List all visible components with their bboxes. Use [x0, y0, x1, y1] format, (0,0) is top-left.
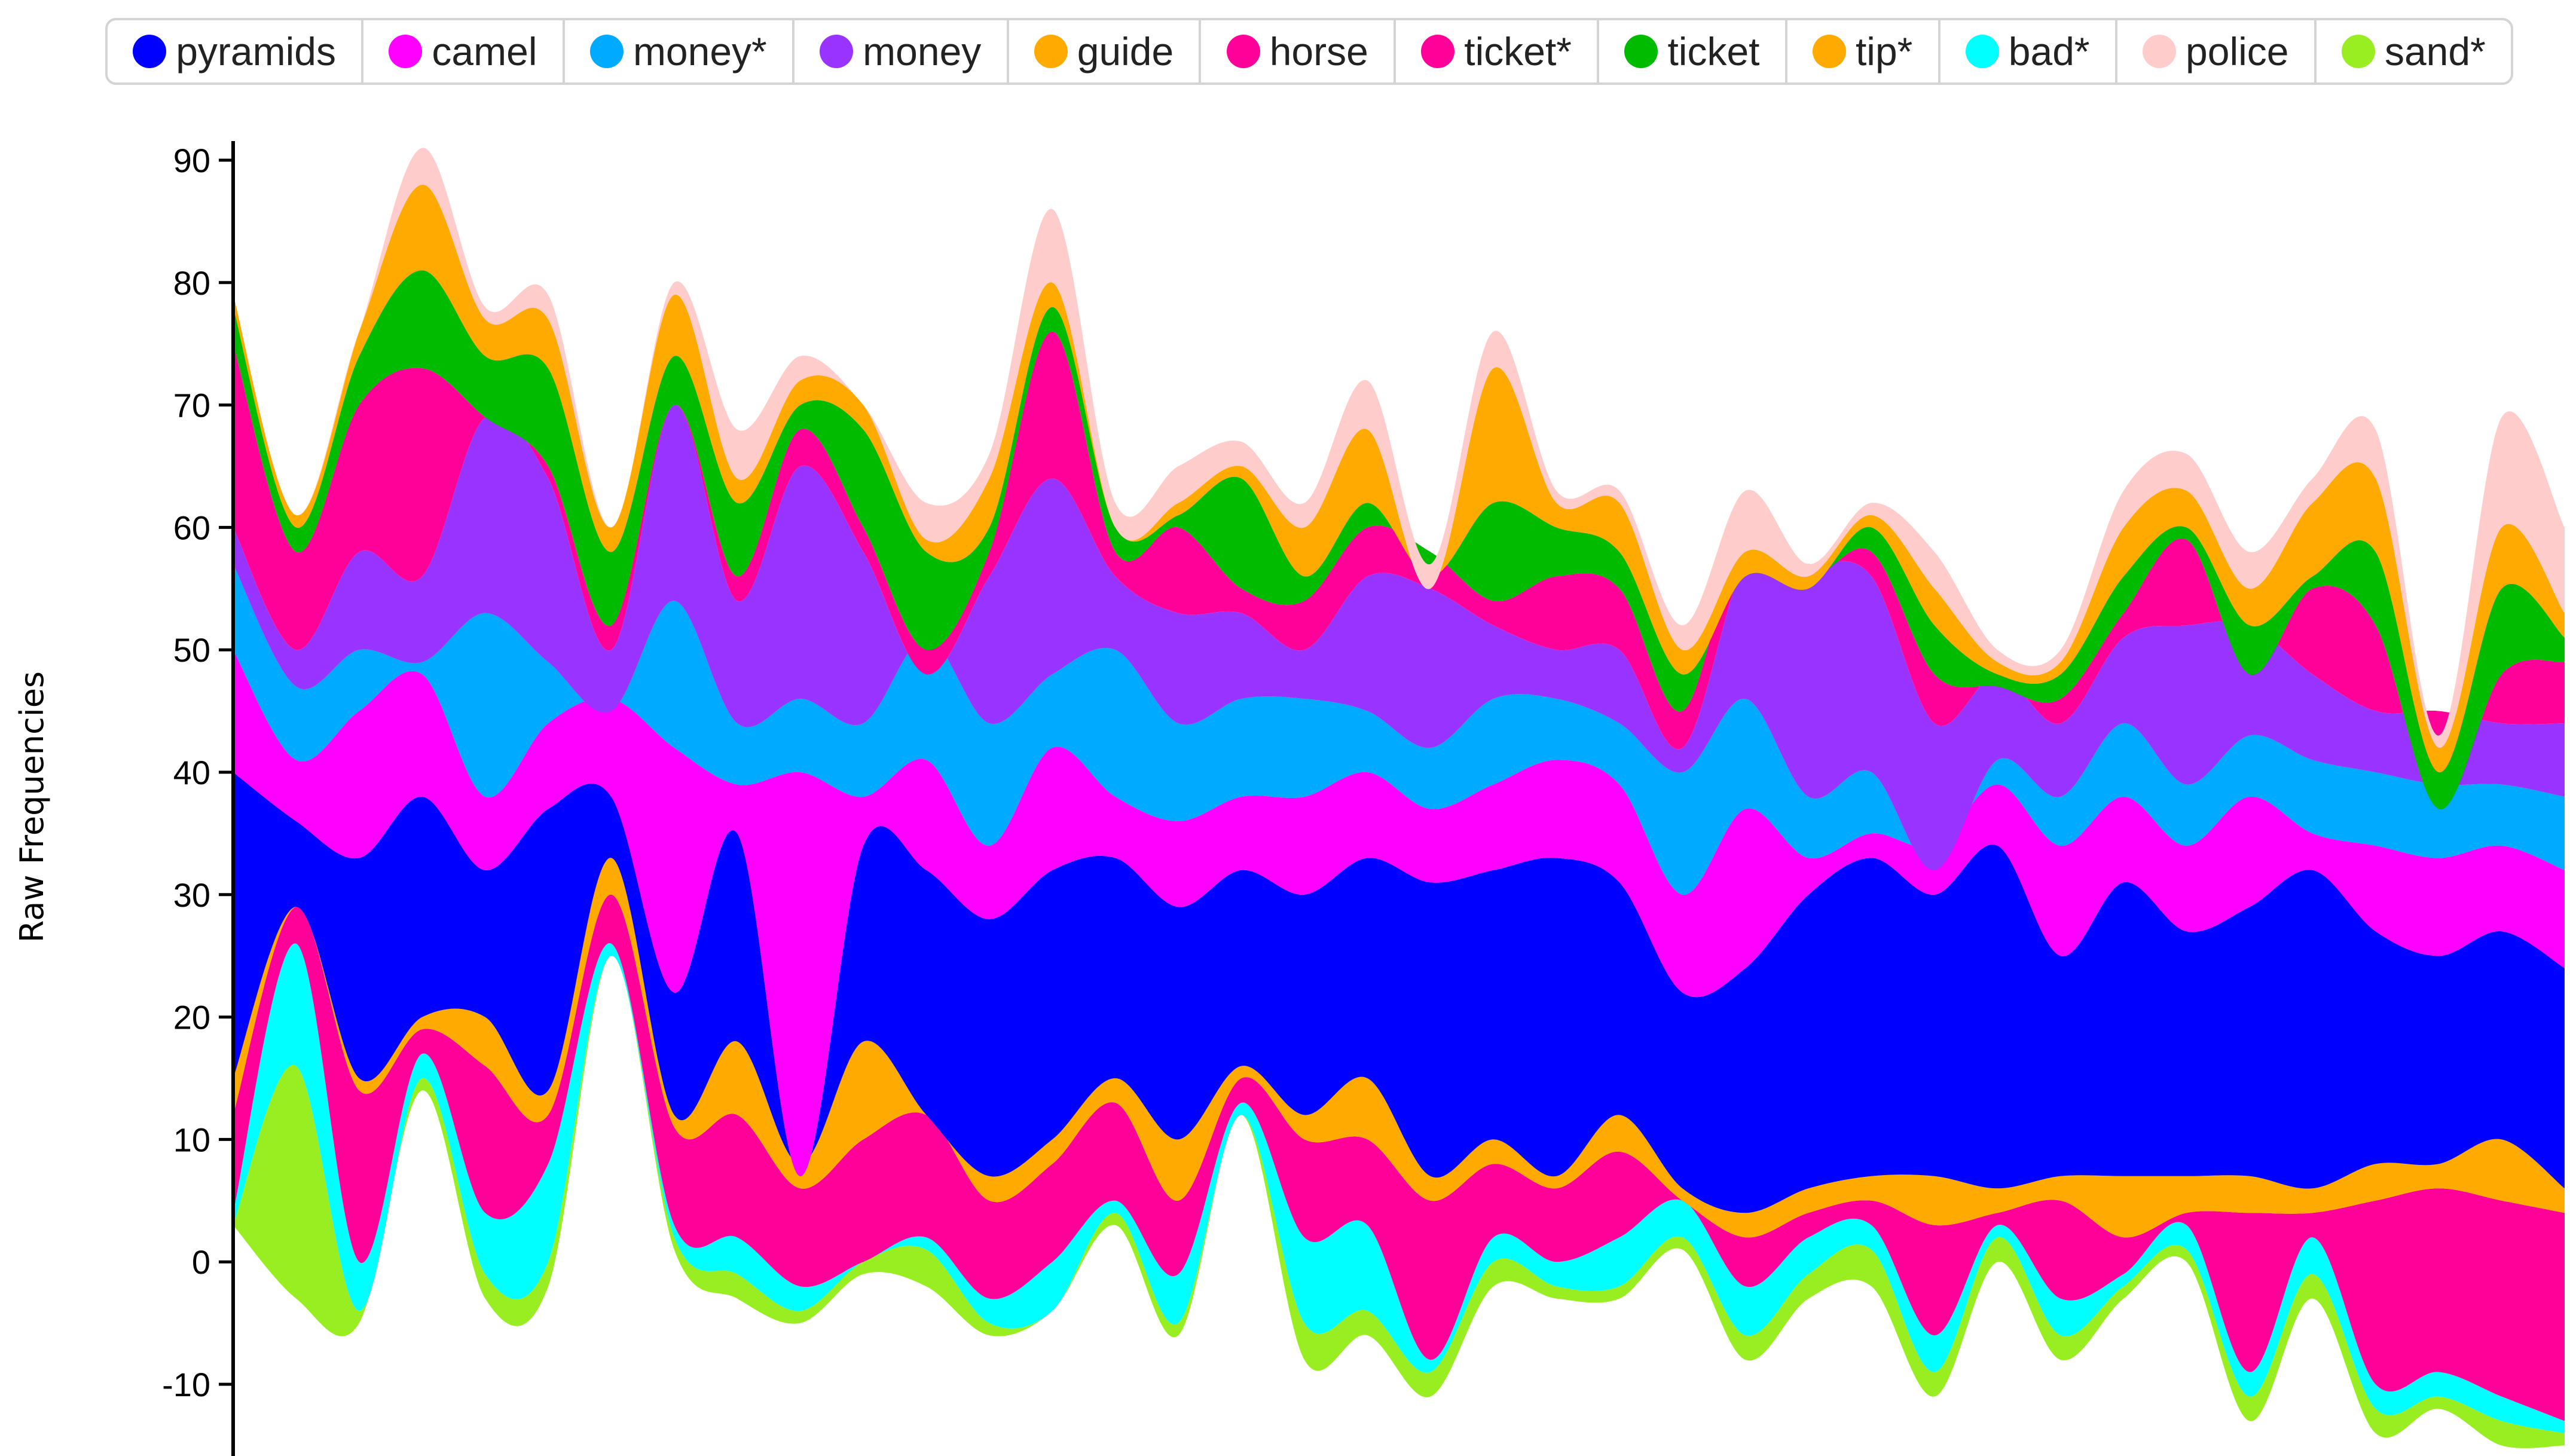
legend-label: guide	[1077, 29, 1174, 74]
y-tick-label: 60	[173, 509, 210, 546]
legend-swatch	[1421, 35, 1455, 68]
stream-layer-pyramids	[233, 772, 2565, 1213]
y-tick-label: 90	[173, 142, 210, 179]
stream-layers	[233, 148, 2565, 1448]
y-tick-label: 30	[173, 876, 210, 914]
legend-swatch	[1226, 35, 1260, 68]
y-tick-label: 80	[173, 264, 210, 302]
legend-label: ticket	[1667, 29, 1760, 74]
stream-layer-money-star	[233, 564, 2565, 895]
legend-swatch	[2341, 35, 2375, 68]
legend-item-money-star[interactable]: money*	[565, 20, 794, 82]
stream-layer-tip-star	[233, 858, 2565, 1238]
legend-item-ticket[interactable]: ticket	[1599, 20, 1787, 82]
legend-label: pyramids	[176, 29, 336, 74]
y-tick-label: 10	[173, 1121, 210, 1158]
legend-swatch	[133, 35, 167, 68]
legend-swatch	[1034, 35, 1068, 68]
legend: pyramids camel money* money guide horse ticket…	[105, 18, 2513, 85]
legend-label: tip*	[1855, 29, 1913, 74]
legend-label: ticket*	[1464, 29, 1572, 74]
legend-item-horse[interactable]: horse	[1201, 20, 1396, 82]
legend-swatch	[389, 35, 423, 68]
y-tick-label: 40	[173, 754, 210, 791]
legend-item-money[interactable]: money	[794, 20, 1009, 82]
legend-item-ticket-star[interactable]: ticket*	[1396, 20, 1600, 82]
legend-item-bad-star[interactable]: bad*	[1941, 20, 2117, 82]
legend-item-tip-star[interactable]: tip*	[1787, 20, 1941, 82]
stream-layer-ticket	[233, 270, 2565, 810]
y-tick-label: 20	[173, 999, 210, 1036]
stream-layer-camel	[233, 650, 2565, 1176]
legend-item-guide[interactable]: guide	[1009, 20, 1202, 82]
y-axis: -10 0 10 20 30 40 50 60 70 80 90	[162, 141, 235, 1456]
stream-layer-money	[233, 405, 2565, 870]
legend-swatch	[820, 35, 854, 68]
stream-layer-sand-star	[233, 956, 2565, 1448]
legend-swatch	[1965, 35, 1999, 68]
stream-layer-horse	[233, 331, 2565, 810]
legend-swatch	[1812, 35, 1846, 68]
legend-item-sand-star[interactable]: sand*	[2317, 20, 2511, 82]
y-tick-label: -10	[162, 1366, 210, 1403]
y-axis-title: Raw Frequencies	[13, 671, 51, 943]
legend-swatch	[2143, 35, 2177, 68]
legend-label: money	[863, 29, 982, 74]
legend-item-police[interactable]: police	[2117, 20, 2317, 82]
legend-swatch	[589, 35, 624, 68]
legend-label: bad*	[2008, 29, 2090, 74]
stream-layer-bad-star	[233, 943, 2565, 1433]
y-tick-label: 50	[173, 631, 210, 669]
legend-label: camel	[432, 29, 537, 74]
y-tick-label: 70	[173, 387, 210, 424]
legend-item-camel[interactable]: camel	[363, 20, 565, 82]
y-tick-label: 0	[192, 1243, 210, 1281]
legend-label: money*	[632, 29, 767, 74]
legend-swatch	[1624, 35, 1658, 68]
legend-item-pyramids[interactable]: pyramids	[108, 20, 364, 82]
legend-label: horse	[1269, 29, 1368, 74]
legend-label: police	[2186, 29, 2289, 74]
legend-label: sand*	[2384, 29, 2486, 74]
stream-layer-ticket-star	[233, 894, 2565, 1421]
